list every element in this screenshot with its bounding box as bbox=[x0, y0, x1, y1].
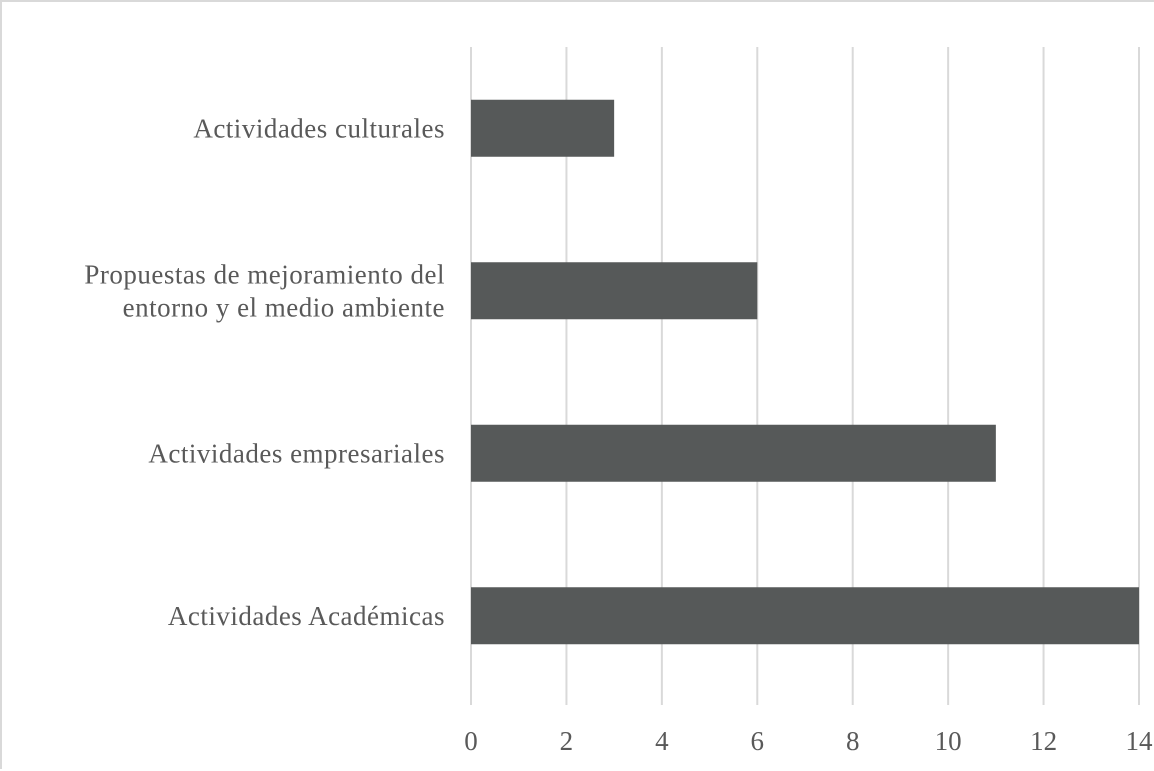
x-tick-label: 14 bbox=[1126, 726, 1154, 756]
x-tick-label: 8 bbox=[846, 726, 860, 756]
category-label-line: Actividades empresariales bbox=[148, 438, 445, 468]
x-tick-label: 12 bbox=[1030, 726, 1057, 756]
category-label-line: Actividades Académicas bbox=[168, 601, 445, 631]
category-label-line: Actividades culturales bbox=[193, 113, 445, 143]
category-label: Actividades culturales bbox=[193, 113, 445, 143]
x-tick-label: 2 bbox=[560, 726, 574, 756]
bar bbox=[471, 587, 1139, 645]
x-tick-labels: 0 2 4 6 8 10 12 14 bbox=[464, 726, 1153, 756]
category-label: Propuestas de mejoramiento del entorno y … bbox=[84, 259, 445, 322]
category-label-line: entorno y el medio ambiente bbox=[123, 292, 445, 322]
bar bbox=[471, 424, 996, 482]
x-tick-label: 6 bbox=[751, 726, 765, 756]
bars bbox=[471, 99, 1139, 645]
bar bbox=[471, 262, 758, 320]
x-tick-label: 0 bbox=[464, 726, 478, 756]
bar bbox=[471, 99, 615, 157]
category-labels: Actividades Académicas Actividades empres… bbox=[84, 113, 445, 631]
category-label-line: Propuestas de mejoramiento del bbox=[84, 259, 445, 289]
category-label: Actividades Académicas bbox=[168, 601, 445, 631]
x-tick-label: 4 bbox=[655, 726, 669, 756]
category-label: Actividades empresariales bbox=[148, 438, 445, 468]
x-tick-label: 10 bbox=[935, 726, 962, 756]
